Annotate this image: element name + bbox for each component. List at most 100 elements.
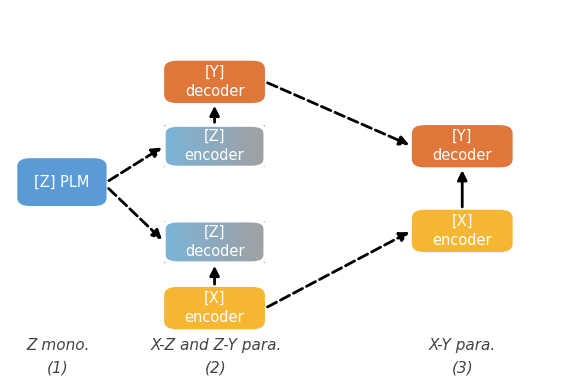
Bar	[188, 221, 190, 263]
Bar	[206, 125, 208, 167]
Bar	[238, 125, 240, 167]
Bar	[171, 221, 173, 263]
Bar	[233, 125, 235, 167]
Bar	[196, 125, 198, 167]
Bar	[198, 221, 199, 263]
Bar	[206, 221, 208, 263]
Bar	[208, 125, 210, 167]
Bar	[184, 221, 186, 263]
Bar	[245, 221, 247, 263]
FancyBboxPatch shape	[164, 287, 265, 329]
Bar	[226, 125, 228, 167]
Bar	[190, 221, 191, 263]
Bar	[248, 125, 250, 167]
Bar	[166, 221, 168, 263]
Bar	[240, 221, 241, 263]
Bar	[241, 221, 243, 263]
Bar	[241, 125, 243, 167]
Bar	[219, 125, 221, 167]
Bar	[211, 221, 213, 263]
Bar	[228, 221, 230, 263]
Bar	[204, 125, 206, 167]
Bar	[256, 125, 258, 167]
Bar	[176, 221, 177, 263]
Bar	[230, 125, 232, 167]
Bar	[191, 125, 193, 167]
Bar	[190, 125, 191, 167]
Bar	[233, 221, 235, 263]
Bar	[234, 221, 237, 263]
Bar	[252, 125, 253, 167]
Bar	[204, 221, 206, 263]
Bar	[201, 221, 203, 263]
Bar	[240, 125, 241, 167]
Bar	[164, 125, 166, 167]
Bar	[255, 125, 257, 167]
Text: [Y]
decoder: [Y] decoder	[185, 65, 244, 99]
Bar	[247, 221, 248, 263]
Bar	[174, 125, 176, 167]
Bar	[210, 125, 211, 167]
Text: (2): (2)	[205, 360, 227, 375]
Bar	[258, 221, 260, 263]
Bar	[173, 221, 175, 263]
Bar	[218, 221, 219, 263]
Text: [Y]
decoder: [Y] decoder	[433, 129, 492, 163]
Bar	[199, 221, 201, 263]
Bar	[250, 221, 252, 263]
FancyBboxPatch shape	[412, 125, 513, 167]
Bar	[263, 221, 265, 263]
Bar	[236, 221, 238, 263]
Bar	[223, 125, 225, 167]
Text: [Z] PLM: [Z] PLM	[34, 175, 90, 190]
Text: [X]
encoder: [X] encoder	[185, 291, 244, 325]
Bar	[216, 221, 218, 263]
Bar	[171, 125, 173, 167]
Text: (3): (3)	[452, 360, 473, 375]
Bar	[214, 125, 217, 167]
Bar	[198, 125, 199, 167]
Bar	[168, 221, 169, 263]
Bar	[191, 221, 193, 263]
Bar	[199, 125, 201, 167]
Bar	[169, 221, 171, 263]
Bar	[196, 221, 198, 263]
Bar	[169, 125, 171, 167]
Bar	[166, 125, 168, 167]
Bar	[255, 221, 257, 263]
Bar	[225, 221, 226, 263]
Bar	[193, 221, 195, 263]
Bar	[218, 125, 219, 167]
Bar	[193, 125, 195, 167]
Bar	[181, 221, 183, 263]
Text: [Z]
decoder: [Z] decoder	[185, 225, 244, 259]
Text: (1): (1)	[47, 360, 69, 375]
Bar	[168, 125, 169, 167]
FancyBboxPatch shape	[412, 210, 513, 252]
Bar	[183, 125, 184, 167]
Bar	[186, 125, 188, 167]
Bar	[177, 221, 179, 263]
Bar	[234, 125, 237, 167]
Bar	[232, 221, 233, 263]
Bar	[245, 125, 247, 167]
Bar	[186, 221, 188, 263]
Bar	[188, 125, 190, 167]
Bar	[194, 221, 196, 263]
Bar	[221, 125, 223, 167]
Bar	[210, 221, 211, 263]
Bar	[181, 125, 183, 167]
Bar	[258, 125, 260, 167]
Bar	[216, 125, 218, 167]
Bar	[208, 221, 210, 263]
Bar	[203, 221, 204, 263]
Bar	[179, 125, 181, 167]
Bar	[213, 221, 215, 263]
Bar	[179, 221, 181, 263]
Bar	[238, 221, 240, 263]
Bar	[173, 125, 175, 167]
Bar	[230, 221, 232, 263]
Bar	[164, 221, 166, 263]
Bar	[250, 125, 252, 167]
Bar	[243, 125, 245, 167]
